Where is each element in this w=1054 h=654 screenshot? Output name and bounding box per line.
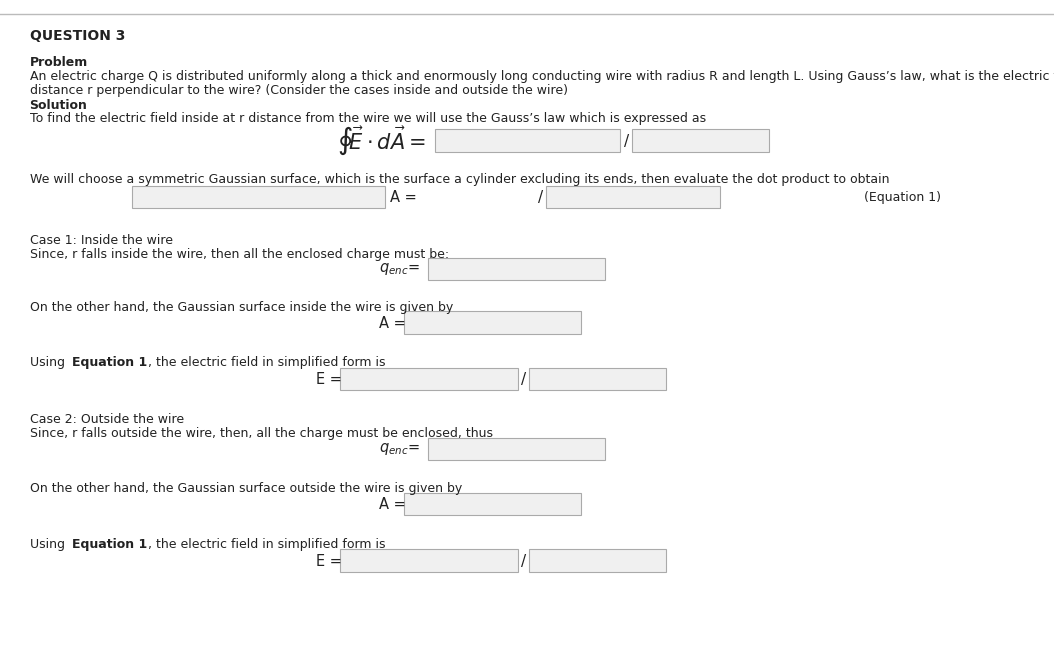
- Text: Case 2: Outside the wire: Case 2: Outside the wire: [30, 413, 183, 426]
- FancyBboxPatch shape: [428, 258, 605, 280]
- Text: (Equation 1): (Equation 1): [864, 191, 941, 204]
- FancyBboxPatch shape: [132, 186, 385, 208]
- Text: $\oint\!\vec{E}\cdot d\vec{A}=$: $\oint\!\vec{E}\cdot d\vec{A}=$: [337, 125, 426, 158]
- FancyBboxPatch shape: [404, 311, 581, 334]
- Text: distance r perpendicular to the wire? (Consider the cases inside and outside the: distance r perpendicular to the wire? (C…: [30, 84, 567, 97]
- Text: /: /: [624, 134, 629, 148]
- Text: An electric charge Q is distributed uniformly along a thick and enormously long : An electric charge Q is distributed unif…: [30, 70, 1054, 83]
- Text: On the other hand, the Gaussian surface outside the wire is given by: On the other hand, the Gaussian surface …: [30, 482, 462, 495]
- Text: A =: A =: [390, 190, 416, 205]
- FancyBboxPatch shape: [340, 549, 518, 572]
- Text: QUESTION 3: QUESTION 3: [30, 29, 124, 43]
- Text: We will choose a symmetric Gaussian surface, which is the surface a cylinder exc: We will choose a symmetric Gaussian surf…: [30, 173, 889, 186]
- Text: $q_{enc}$=: $q_{enc}$=: [379, 262, 421, 277]
- Text: Using: Using: [30, 538, 69, 551]
- Text: Solution: Solution: [30, 99, 87, 112]
- Text: Using: Using: [30, 356, 69, 370]
- Text: /: /: [521, 372, 526, 387]
- FancyBboxPatch shape: [340, 368, 518, 390]
- Text: To find the electric field inside at r distance from the wire we will use the Ga: To find the electric field inside at r d…: [30, 112, 705, 126]
- FancyBboxPatch shape: [546, 186, 720, 208]
- FancyBboxPatch shape: [632, 129, 769, 152]
- Text: Problem: Problem: [30, 56, 87, 69]
- FancyBboxPatch shape: [428, 438, 605, 460]
- Text: /: /: [538, 190, 543, 205]
- Text: , the electric field in simplified form is: , the electric field in simplified form …: [148, 538, 385, 551]
- FancyBboxPatch shape: [529, 549, 666, 572]
- Text: $q_{enc}$=: $q_{enc}$=: [379, 441, 421, 457]
- Text: , the electric field in simplified form is: , the electric field in simplified form …: [148, 356, 385, 370]
- Text: Since, r falls inside the wire, then all the enclosed charge must be:: Since, r falls inside the wire, then all…: [30, 248, 449, 261]
- Text: On the other hand, the Gaussian surface inside the wire is given by: On the other hand, the Gaussian surface …: [30, 301, 453, 314]
- FancyBboxPatch shape: [404, 493, 581, 515]
- Text: /: /: [521, 554, 526, 568]
- FancyBboxPatch shape: [435, 129, 620, 152]
- Text: A =: A =: [379, 316, 406, 330]
- Text: E =: E =: [316, 554, 343, 568]
- Text: E =: E =: [316, 372, 343, 387]
- Text: Equation 1: Equation 1: [72, 538, 147, 551]
- Text: A =: A =: [379, 498, 406, 512]
- Text: Since, r falls outside the wire, then, all the charge must be enclosed, thus: Since, r falls outside the wire, then, a…: [30, 427, 492, 440]
- Text: Equation 1: Equation 1: [72, 356, 147, 370]
- Text: Case 1: Inside the wire: Case 1: Inside the wire: [30, 234, 173, 247]
- FancyBboxPatch shape: [529, 368, 666, 390]
